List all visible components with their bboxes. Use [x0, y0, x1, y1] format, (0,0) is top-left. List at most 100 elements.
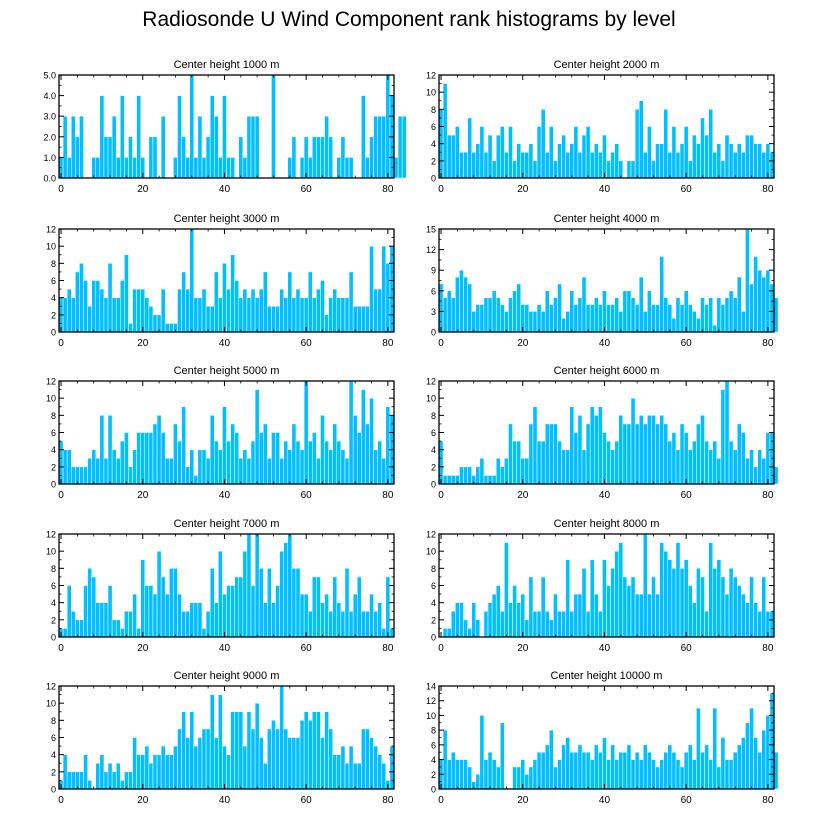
histogram-bar [152, 423, 158, 485]
panel-title: Center height 8000 m [554, 518, 660, 530]
histogram-bar [361, 611, 366, 638]
histogram-bar [598, 751, 603, 790]
histogram-bar [120, 440, 125, 485]
histogram-bar [99, 602, 105, 638]
histogram-bar [663, 550, 669, 638]
histogram-bar [524, 774, 530, 790]
histogram-panel: Center height 9000 m 0 20 40 60 80 0 2 4 6 8 10 12 [46, 670, 395, 806]
histogram-bar [569, 406, 575, 485]
histogram-bar [320, 136, 325, 179]
histogram-bar [120, 280, 125, 333]
histogram-panel: Center height 2000 m 0 20 40 60 80 0 2 4 6 8 10 12 [426, 59, 775, 195]
histogram-bar [152, 754, 158, 790]
histogram-bar [516, 602, 521, 638]
histogram-panel: Center height 5000 m 0 20 40 60 80 0 2 4 6 8 10 12 [46, 365, 395, 501]
histogram-bar [622, 423, 628, 485]
y-tick-label: 10 [46, 699, 56, 709]
x-tick-label: 0 [438, 795, 444, 806]
histogram-bar [320, 602, 325, 638]
histogram-bar [524, 152, 530, 179]
histogram-bar [687, 304, 693, 333]
panel-title: Center height 3000 m [174, 213, 280, 225]
histogram-bar [634, 304, 640, 333]
histogram-bar [491, 475, 497, 485]
histogram-bar [156, 550, 162, 638]
y-tick-label: 2 [431, 462, 436, 472]
histogram-bar [148, 136, 154, 179]
histogram-bar [544, 152, 550, 179]
histogram-bar [373, 449, 378, 485]
histogram-bar [193, 157, 199, 179]
histogram-bar [254, 115, 260, 179]
histogram-bar [459, 269, 464, 333]
histogram-bar [577, 152, 583, 179]
histogram-bar [671, 568, 677, 638]
histogram-bar [115, 157, 121, 179]
histogram-bar [181, 611, 186, 638]
histogram-bar [577, 297, 583, 333]
histogram-bar [197, 115, 203, 179]
histogram-bar [724, 380, 730, 485]
histogram-bar [724, 593, 730, 638]
histogram-bar [716, 559, 722, 638]
y-tick-label: 10 [46, 394, 56, 404]
histogram-bar [332, 288, 338, 333]
histogram-bar [230, 157, 235, 179]
histogram-bar [234, 432, 240, 485]
histogram-bar [99, 415, 105, 485]
histogram-bar [320, 280, 325, 333]
histogram-bar [205, 728, 211, 790]
histogram-bar [254, 533, 260, 638]
histogram-bar [320, 415, 325, 485]
histogram-bar [148, 585, 154, 638]
histogram-bar [246, 711, 252, 790]
histogram-bar [549, 126, 554, 179]
histogram-bar [602, 290, 607, 333]
histogram-bar [581, 449, 587, 485]
histogram-bar [136, 288, 141, 333]
histogram-bar [687, 449, 693, 485]
histogram-bar [312, 432, 317, 485]
histogram-bar [647, 290, 652, 333]
histogram-bar [720, 304, 726, 333]
histogram-bar [446, 759, 452, 790]
histogram-bar [373, 611, 378, 638]
histogram-bar [181, 711, 186, 790]
histogram-bar [736, 143, 742, 179]
histogram-bar [765, 715, 771, 790]
histogram-bar [483, 759, 489, 790]
histogram-bar [671, 126, 677, 179]
histogram-bar [532, 160, 538, 179]
x-tick-label: 20 [517, 338, 529, 349]
histogram-bar [201, 449, 207, 485]
histogram-bar [316, 576, 321, 638]
histogram-bar [87, 306, 92, 333]
histogram-bar [577, 415, 583, 485]
histogram-bar [340, 745, 346, 790]
histogram-bar [716, 297, 722, 333]
histogram-bar [667, 304, 673, 333]
x-tick-label: 80 [382, 490, 394, 501]
histogram-bar [602, 559, 607, 638]
y-tick-label: 2 [431, 156, 436, 166]
histogram-bar [111, 449, 117, 485]
histogram-bar [585, 751, 591, 790]
histogram-bar [173, 157, 178, 179]
histogram-bar [263, 271, 268, 333]
histogram-bar [618, 751, 624, 790]
histogram-bar [258, 737, 264, 790]
histogram-bar [741, 593, 746, 638]
histogram-bar [79, 619, 84, 638]
histogram-bar [549, 729, 554, 790]
histogram-bar [336, 440, 342, 485]
histogram-bar [397, 115, 403, 179]
histogram-bar [340, 136, 346, 179]
histogram-bar [712, 152, 718, 179]
histogram-bar [442, 83, 448, 179]
histogram-bar [369, 593, 374, 638]
histogram-bar [569, 611, 575, 638]
histogram-bar [287, 449, 293, 485]
histogram-bar [561, 611, 566, 638]
histogram-bar [169, 458, 174, 485]
histogram-bar [451, 751, 456, 790]
